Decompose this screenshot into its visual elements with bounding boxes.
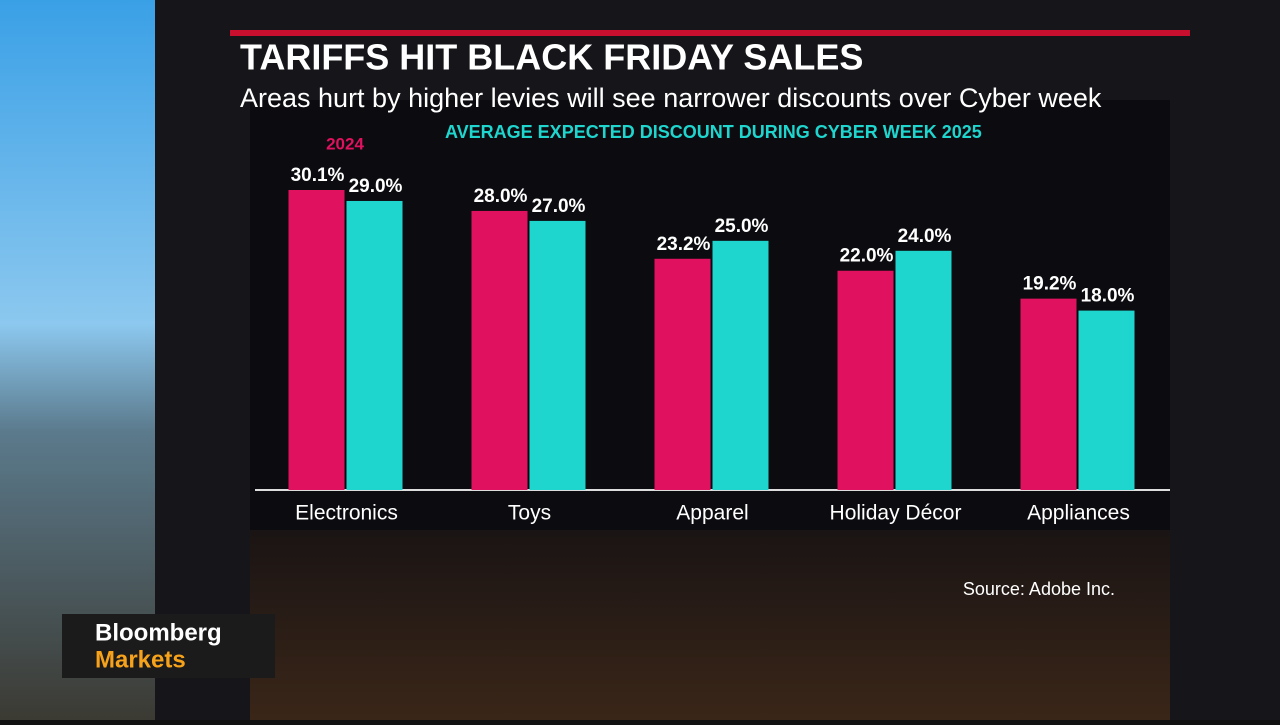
value-label: 24.0%: [898, 226, 952, 247]
chart-subtitle: Areas hurt by higher levies will see nar…: [240, 83, 1102, 113]
x-tick-label: Toys: [508, 502, 551, 525]
bar: [1020, 298, 1077, 490]
legend-label: 2024: [326, 134, 364, 153]
floor: [250, 530, 1170, 720]
value-label: 18.0%: [1081, 286, 1135, 307]
source-note: Source: Adobe Inc.: [963, 579, 1115, 599]
bar: [529, 220, 586, 490]
bar: [288, 190, 345, 490]
value-label: 27.0%: [532, 196, 586, 217]
background-city: [0, 0, 170, 720]
x-tick-label: Electronics: [295, 502, 398, 525]
value-label: 29.0%: [349, 176, 403, 197]
value-label: 19.2%: [1023, 274, 1077, 295]
value-label: 28.0%: [474, 186, 528, 207]
legend-label: AVERAGE EXPECTED DISCOUNT DURING CYBER W…: [445, 122, 982, 142]
bar: [712, 240, 769, 490]
logo-text: Bloomberg: [95, 619, 222, 646]
bar: [471, 210, 528, 490]
logo-subtext: Markets: [95, 646, 186, 673]
title-accent: [230, 30, 1190, 36]
x-tick-label: Apparel: [676, 502, 748, 525]
x-tick-label: Appliances: [1027, 502, 1130, 525]
value-label: 30.1%: [291, 165, 345, 186]
chart-title: TARIFFS HIT BLACK FRIDAY SALES: [240, 37, 863, 78]
bar: [837, 270, 894, 490]
x-tick-label: Holiday Décor: [830, 502, 962, 525]
logo-box: [62, 614, 275, 678]
bar: [654, 258, 711, 490]
value-label: 23.2%: [657, 234, 711, 255]
bar: [346, 200, 403, 491]
value-label: 22.0%: [840, 246, 894, 267]
bar: [1078, 310, 1135, 490]
value-label: 25.0%: [715, 216, 769, 237]
bar: [895, 250, 952, 490]
